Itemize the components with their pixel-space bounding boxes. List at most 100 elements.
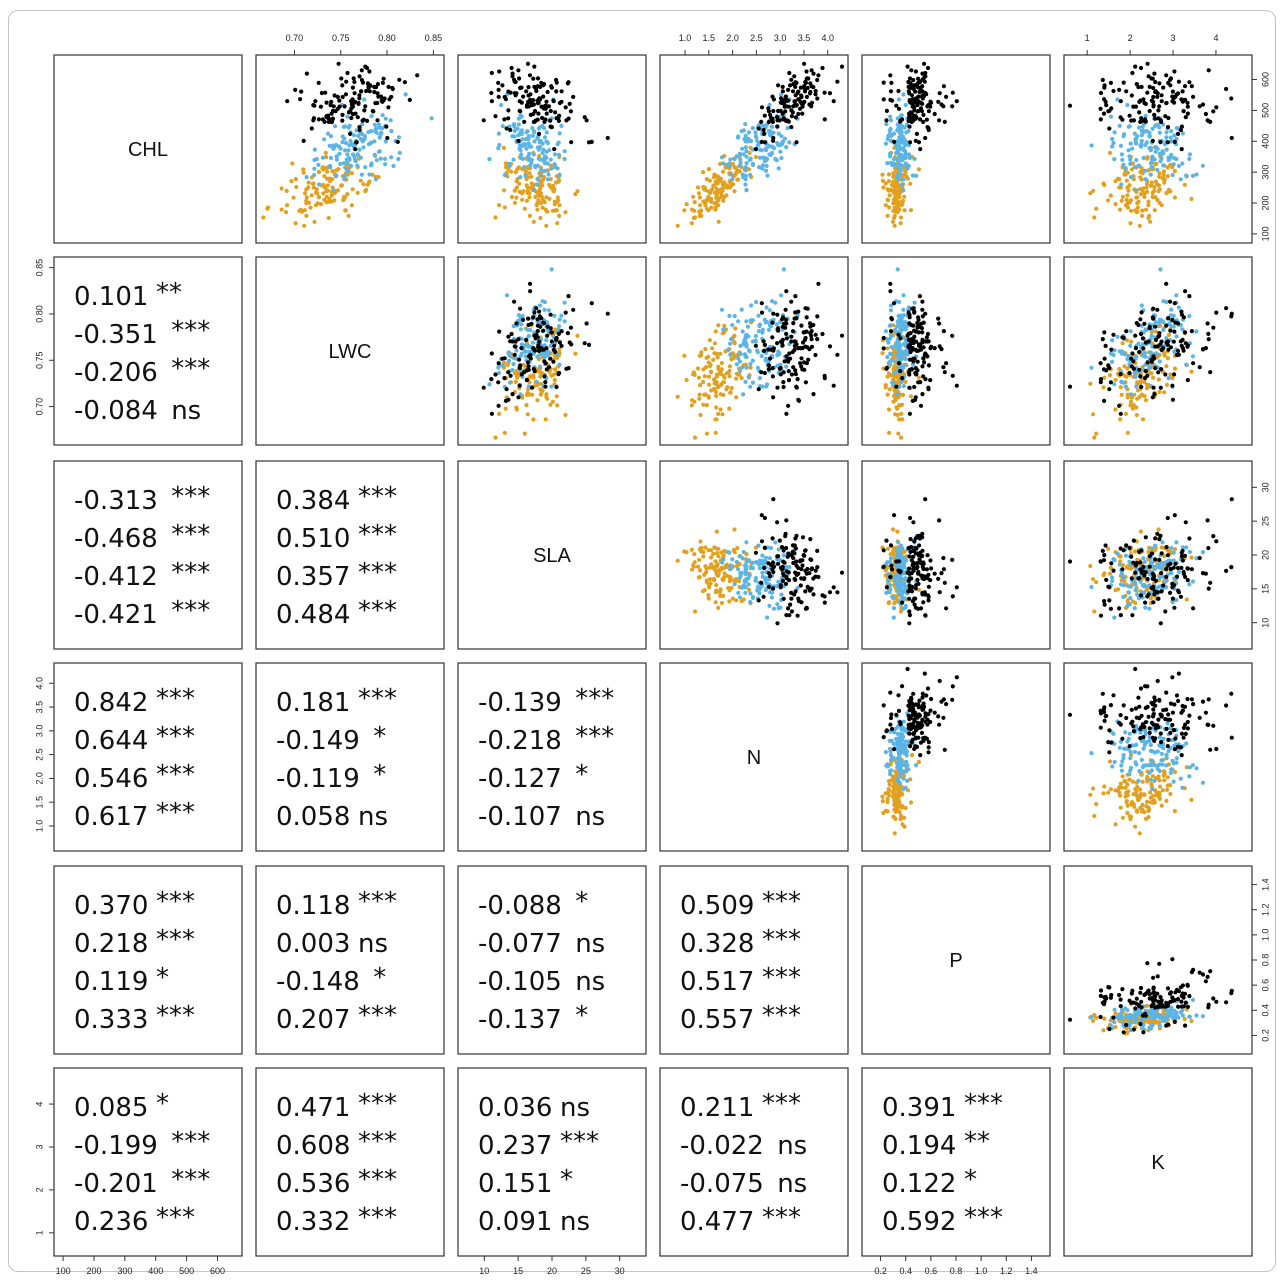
scatter-point [1161,163,1166,168]
scatter-point [903,149,908,154]
scatter-point [712,351,717,356]
scatter-point [716,605,721,611]
scatter-point [917,557,922,562]
scatter-point [1067,384,1073,389]
scatter-point [908,181,913,186]
scatter-point [1157,130,1162,135]
scatter-point [799,567,804,572]
scatter-point [716,203,721,208]
scatter-point [1229,314,1234,319]
scatter-point [559,313,564,318]
scatter-point [761,594,766,599]
scatter-point [557,340,563,345]
scatter-point [524,337,529,342]
scatter-point [813,352,818,358]
scatter-point [897,194,902,200]
scatter-point [815,77,820,83]
scatter-point [1141,556,1146,561]
scatter-point [920,548,925,553]
scatter-point [741,549,746,555]
scatter-point [353,111,358,116]
scatter-point [1117,562,1122,567]
scatter-point [1158,385,1163,390]
scatter-point [1224,306,1229,311]
scatter-point [544,130,549,135]
scatter-point [350,187,355,192]
scatter-point [709,548,714,553]
scatter-point [916,759,922,765]
scatter-point [1200,163,1205,168]
scatter-point [514,321,519,326]
scatter-point [721,593,726,599]
scatter-point [531,367,537,372]
scatter-point [1138,317,1143,322]
scatter-point [534,332,539,337]
scatter-point [1148,596,1153,601]
scatter-point [1131,366,1136,371]
scatter-point [573,192,578,197]
correlation-value: 0.484 [276,600,350,630]
scatter-point [891,174,896,179]
scatter-point [918,147,923,152]
scatter-point [1131,538,1136,543]
scatter-point [357,93,362,98]
scatter-point [328,134,334,139]
scatter-point [895,529,900,534]
scatter-point [811,576,816,581]
scatter-point [1110,575,1115,580]
scatter-point [1139,384,1144,390]
scatter-point [291,195,296,200]
scatter-point [359,68,364,73]
scatter-point [1170,172,1175,178]
scatter-point [536,343,541,348]
scatter-point [793,115,799,120]
scatter-point [543,417,548,422]
scatter-point [527,281,533,286]
scatter-point [1214,539,1219,544]
scatter-point [881,335,886,341]
scatter-point [734,166,739,171]
scatter-point [522,119,527,124]
scatter-point [891,399,896,404]
scatter-point [1107,108,1112,113]
scatter-point [757,155,763,160]
scatter-point [383,139,388,144]
scatter-point [903,805,908,811]
scatter-point [740,329,745,334]
scatter-point [750,147,755,152]
scatter-point [1121,80,1126,85]
scatter-point [1147,108,1152,114]
scatter-point [907,596,912,601]
scatter-point [309,193,314,198]
scatter-point [929,566,934,571]
scatter-point [950,594,955,599]
scatter-point [771,497,776,502]
scatter-point [1117,349,1122,354]
scatter-point [541,320,546,325]
scatter-point [804,315,809,320]
scatter-point [1224,86,1229,92]
scatter-point [540,299,545,304]
scatter-point [746,374,751,379]
scatter-point [893,209,898,214]
panel-sla-k [1063,460,1253,650]
scatter-point [781,267,787,272]
scatter-point [807,571,812,576]
scatter-point [526,141,531,146]
scatter-point [801,330,806,335]
scatter-point [732,189,737,194]
scatter-point [888,559,893,565]
scatter-point [1166,316,1171,321]
scatter-point [1157,81,1162,86]
scatter-point [1135,209,1140,214]
scatter-point [766,367,772,372]
scatter-point [1153,557,1158,562]
scatter-point [764,305,769,310]
scatter-point [734,169,740,174]
scatter-point [923,377,928,382]
scatter-point [502,205,507,210]
scatter-point [345,70,350,76]
scatter-point [787,140,792,145]
scatter-point [775,385,780,390]
scatter-point [1137,349,1142,355]
